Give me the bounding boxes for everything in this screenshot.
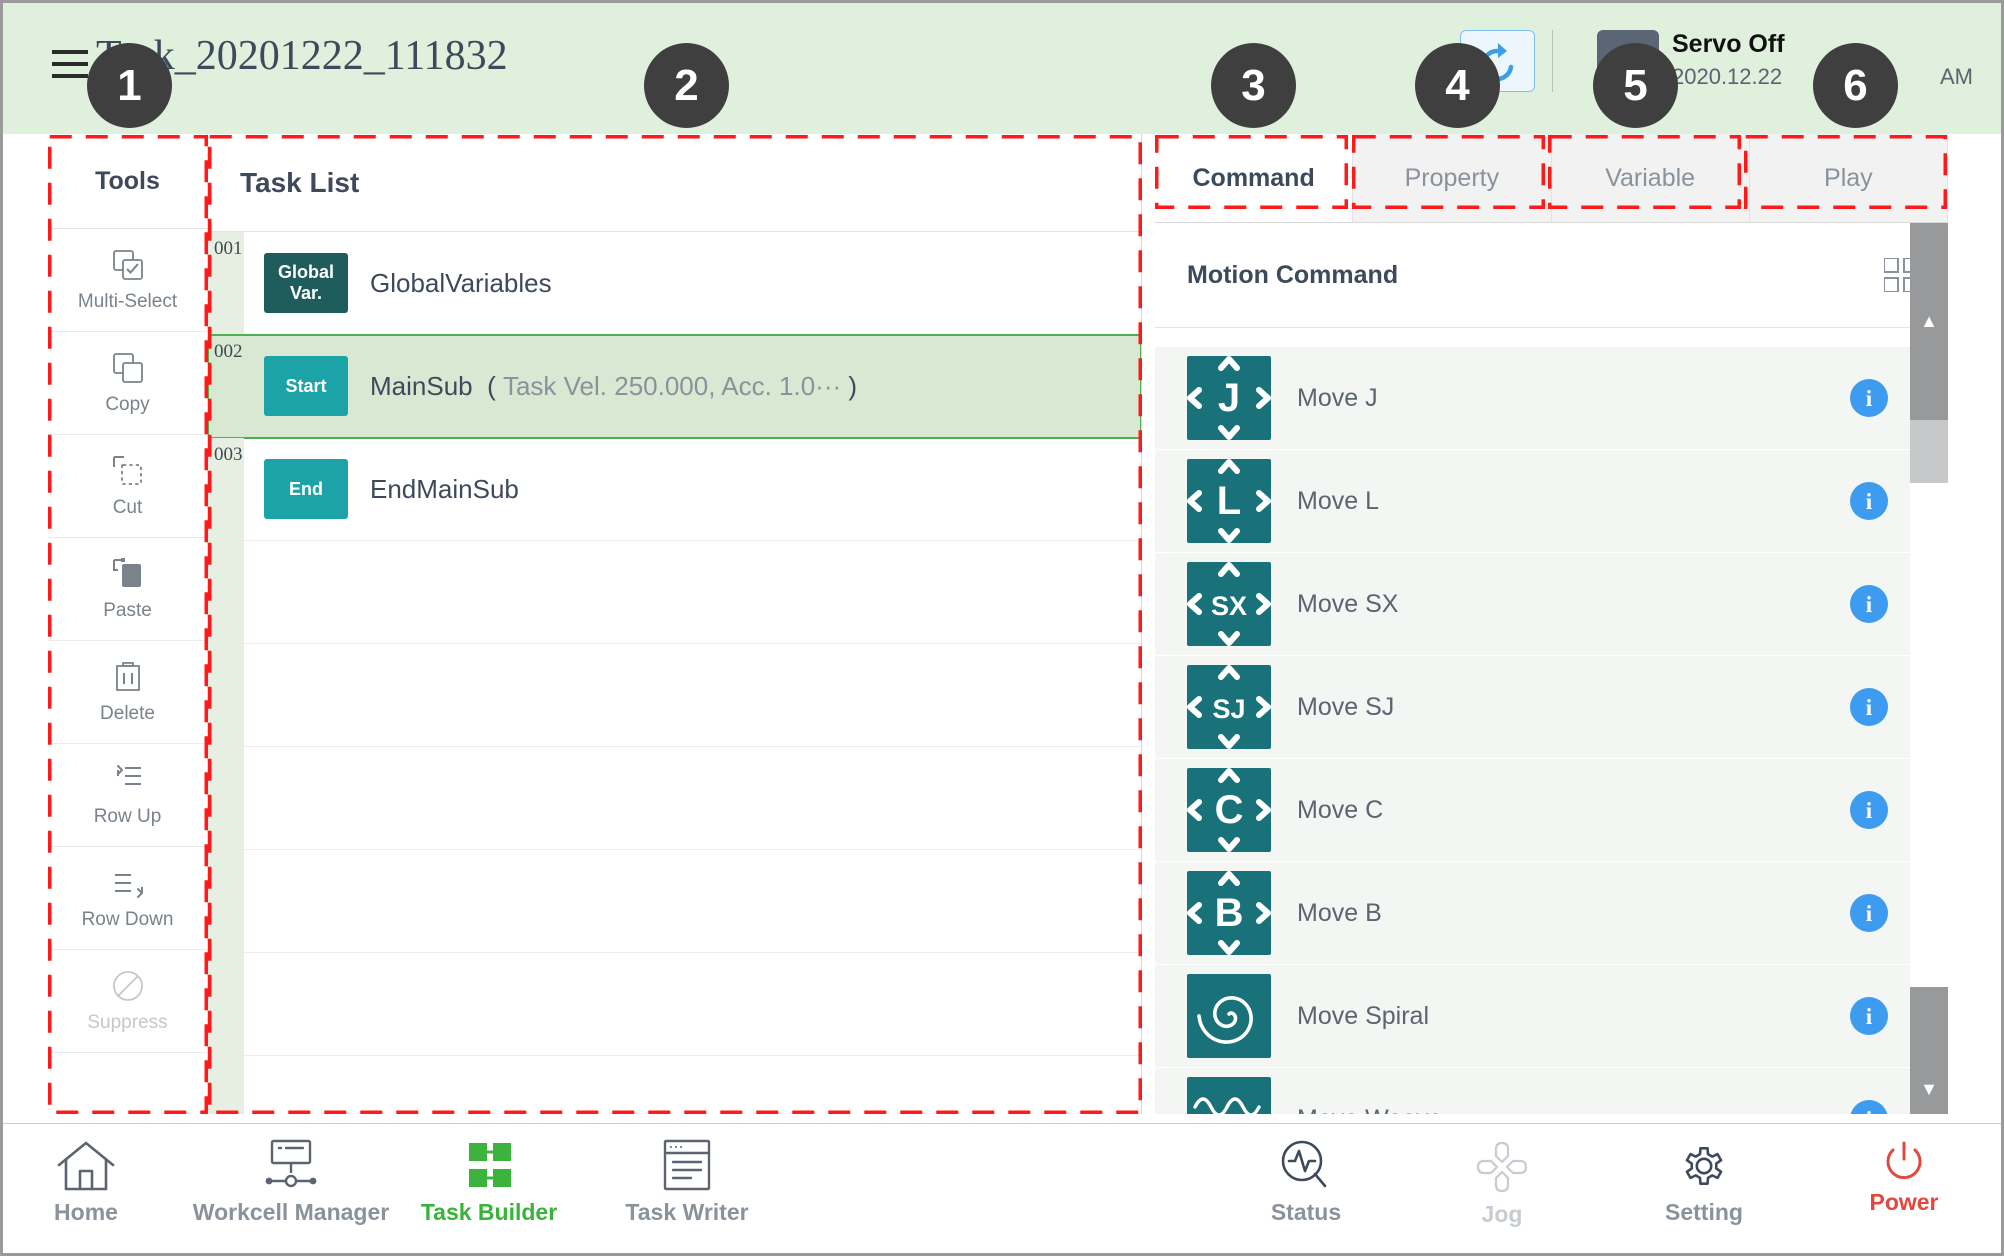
svg-text:J: J [1218,376,1240,420]
svg-text:SX: SX [1211,591,1247,621]
svg-text:L: L [1217,479,1241,523]
svg-text:C: C [1215,788,1244,832]
svg-text:B: B [1215,891,1244,935]
svg-text:SJ: SJ [1212,694,1245,724]
